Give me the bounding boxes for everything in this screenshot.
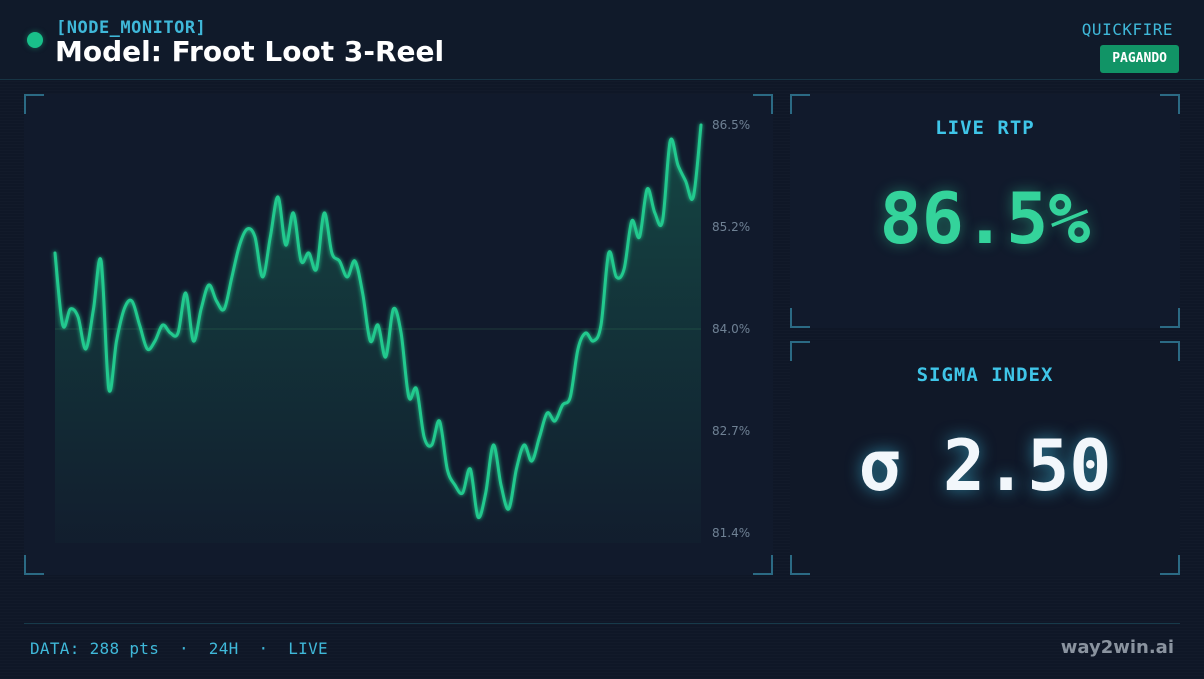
rtp-series-line <box>53 123 703 520</box>
brand-logo: way2win.ai <box>1060 637 1174 658</box>
corner-bracket <box>790 555 810 575</box>
live-rtp-card: LIVE RTP 86.5% <box>790 94 1180 328</box>
corner-bracket <box>24 555 44 575</box>
status-badge: PAGANDO <box>1100 45 1179 73</box>
corner-bracket <box>790 341 810 361</box>
data-summary: DATA: 288 pts · 24H · LIVE <box>30 639 328 658</box>
corner-bracket <box>1160 94 1180 114</box>
corner-bracket <box>24 94 44 114</box>
node-tag: [NODE_MONITOR] <box>56 18 207 38</box>
rtp-chart-panel: 86.5% 85.2% 84.0% 82.7% 81.4% <box>24 94 773 575</box>
y-tick-label: 82.7% <box>712 424 750 438</box>
y-tick-label: 86.5% <box>712 118 750 132</box>
corner-bracket <box>1160 555 1180 575</box>
sigma-index-card: SIGMA INDEX σ 2.50 <box>790 341 1180 575</box>
provider-label: QUICKFIRE <box>1081 20 1173 39</box>
live-rtp-value: 86.5% <box>879 178 1091 260</box>
live-rtp-label: LIVE RTP <box>935 117 1035 139</box>
corner-bracket <box>1160 341 1180 361</box>
corner-bracket <box>753 94 773 114</box>
sigma-index-label: SIGMA INDEX <box>916 364 1054 386</box>
corner-bracket <box>1160 308 1180 328</box>
page-title: Model: Froot Loot 3-Reel <box>55 35 445 68</box>
rtp-chart: 86.5% 85.2% 84.0% 82.7% 81.4% <box>53 118 750 543</box>
corner-bracket <box>790 308 810 328</box>
sigma-index-value: σ 2.50 <box>858 425 1112 507</box>
rtp-area-fill <box>55 125 701 543</box>
corner-bracket <box>753 555 773 575</box>
header-bar: [NODE_MONITOR] Model: Froot Loot 3-Reel … <box>0 0 1204 80</box>
y-tick-label: 81.4% <box>712 526 750 540</box>
y-tick-label: 85.2% <box>712 220 750 234</box>
corner-bracket <box>790 94 810 114</box>
y-tick-label: 84.0% <box>712 322 750 336</box>
status-dot-icon <box>27 32 43 48</box>
footer-divider <box>24 623 1180 624</box>
